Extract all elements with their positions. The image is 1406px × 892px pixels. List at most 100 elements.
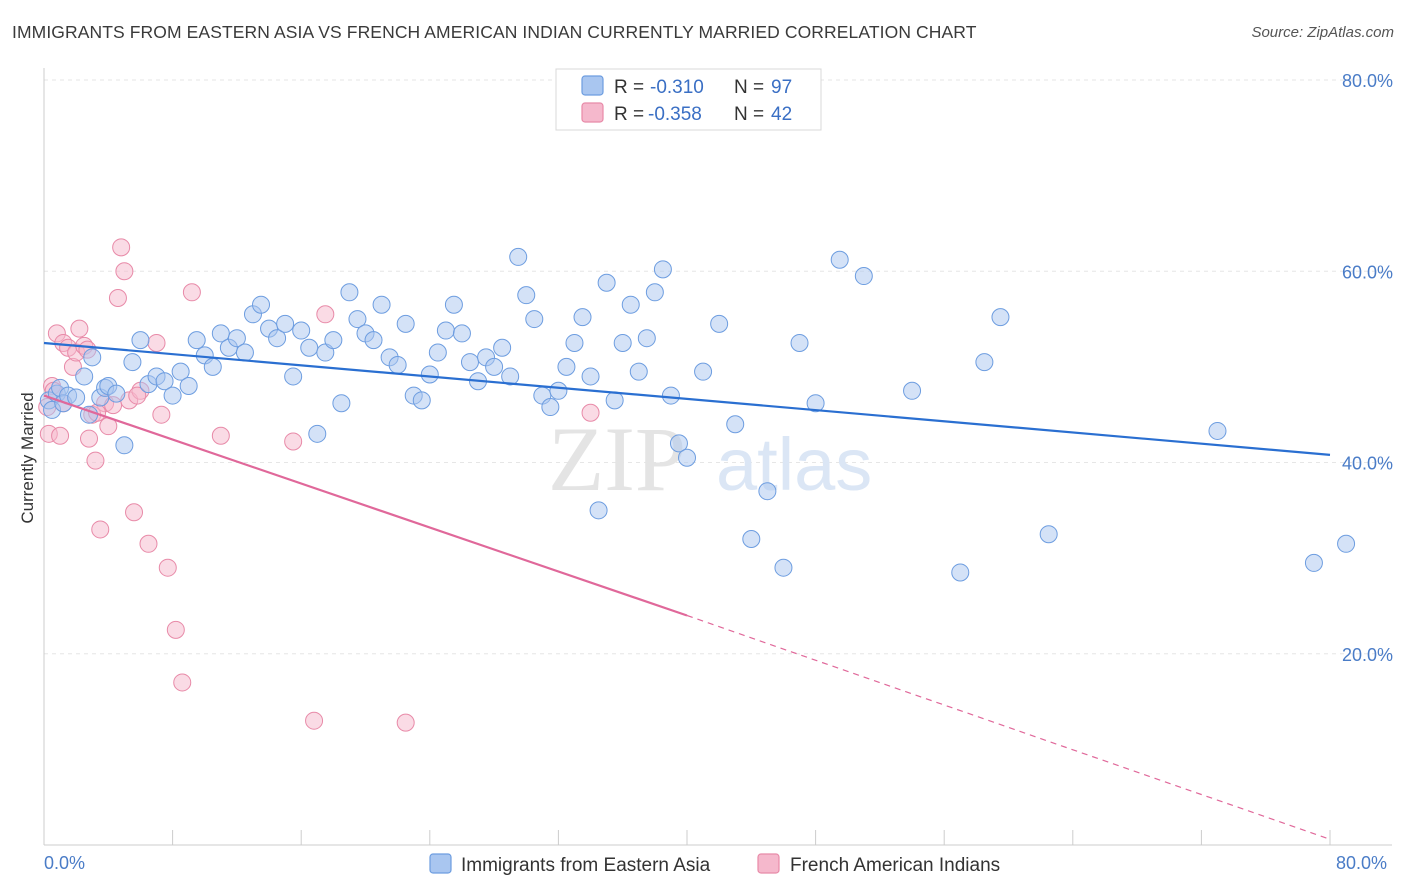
blue-point	[694, 362, 713, 381]
blue-point	[203, 357, 222, 376]
blue-point	[179, 377, 198, 395]
blue-point	[284, 367, 303, 386]
gridlines	[44, 79, 1392, 655]
blue-point	[557, 357, 576, 376]
blue-point	[300, 338, 319, 357]
y-tick-label-40: 40.0%	[1342, 454, 1393, 474]
blue-point	[332, 394, 351, 413]
blue-point	[790, 333, 809, 352]
blue-point	[573, 308, 592, 327]
blue-point	[726, 415, 745, 434]
bottom-legend-swatch-blue	[429, 853, 452, 874]
blue-point	[565, 333, 584, 352]
blue-point	[452, 324, 471, 343]
blue-point	[324, 331, 343, 350]
bottom-legend-swatch-pink	[757, 853, 780, 874]
source-label: Source: ZipAtlas.com	[1251, 24, 1394, 41]
pink-trend-line-extension	[686, 614, 1331, 840]
pink-point	[211, 426, 230, 445]
legend-n-value-pink: 42	[771, 104, 792, 125]
blue-point	[621, 295, 640, 314]
blue-point	[75, 367, 94, 386]
bottom-legend-label-pink: French American Indians	[790, 855, 1000, 876]
blue-point	[268, 329, 287, 348]
legend-r-label-blue: R =	[614, 77, 649, 98]
blue-point	[509, 247, 528, 266]
blue-series-points	[39, 247, 1356, 582]
pink-point	[305, 711, 324, 730]
legend-r-label-pink: R =	[614, 104, 649, 125]
x-tick-label-min: 0.0%	[44, 853, 85, 873]
blue-trend-line	[43, 341, 1331, 456]
pink-point	[128, 386, 147, 405]
blue-point	[163, 386, 182, 405]
blue-point	[854, 267, 873, 286]
pink-point	[91, 520, 110, 539]
blue-point	[903, 381, 922, 400]
blue-point	[436, 321, 455, 340]
pink-point	[158, 558, 177, 577]
blue-point	[187, 331, 206, 350]
x-tick-label-max: 80.0%	[1336, 853, 1387, 873]
pink-point	[316, 305, 335, 324]
y-tick-label-60: 60.0%	[1342, 262, 1393, 282]
blue-point	[710, 314, 729, 333]
blue-point	[1304, 553, 1323, 572]
bottom-legend: Immigrants from Eastern Asia French Amer…	[429, 853, 1000, 876]
blue-point	[653, 260, 672, 279]
blue-point	[669, 434, 688, 453]
pink-point	[173, 673, 192, 692]
blue-point	[292, 321, 311, 340]
watermark: ZIP atlas	[548, 408, 872, 510]
legend-n-label-blue: N =	[734, 77, 769, 98]
pink-point	[396, 713, 415, 732]
blue-point	[597, 273, 616, 292]
pink-trend-line	[43, 394, 688, 617]
pink-point	[147, 333, 166, 352]
blue-point	[444, 295, 463, 314]
blue-point	[155, 372, 174, 391]
legend-r-value-pink: -0.358	[648, 104, 702, 125]
y-tick-labels: 20.0% 40.0% 60.0% 80.0%	[1342, 71, 1393, 665]
blue-point	[661, 386, 680, 405]
blue-point	[541, 398, 560, 417]
blue-point	[388, 355, 407, 374]
blue-point	[975, 353, 994, 372]
blue-point	[276, 314, 295, 333]
blue-point	[340, 283, 359, 302]
blue-point	[605, 391, 624, 410]
blue-point	[235, 343, 254, 362]
blue-point	[348, 310, 367, 329]
legend-box: R = -0.310 N = 97 R = -0.358 N = 42	[555, 68, 822, 131]
blue-point	[123, 353, 142, 372]
pink-point	[125, 503, 144, 522]
blue-point	[806, 394, 825, 413]
blue-point	[364, 331, 383, 350]
blue-point	[107, 384, 126, 403]
pink-point	[80, 429, 99, 448]
legend-n-label-pink: N =	[734, 104, 769, 125]
watermark-zip: ZIP	[548, 408, 686, 510]
blue-point	[951, 563, 970, 582]
blue-point	[742, 530, 761, 548]
blue-point	[645, 283, 664, 302]
pink-point	[152, 405, 171, 424]
blue-point	[613, 333, 632, 352]
blue-point	[678, 448, 696, 467]
blue-point	[637, 329, 656, 348]
blue-point	[1039, 525, 1058, 544]
trend-lines	[43, 341, 1331, 840]
blue-point	[991, 308, 1010, 327]
blue-point	[549, 381, 568, 400]
pink-point	[284, 432, 303, 451]
pink-point	[166, 620, 185, 639]
blue-point	[1337, 534, 1356, 553]
blue-point	[428, 343, 447, 362]
legend-swatch-pink	[581, 102, 604, 123]
blue-point	[581, 367, 600, 386]
pink-point	[70, 319, 89, 338]
blue-point	[501, 367, 520, 386]
pink-point	[139, 534, 158, 553]
x-tick-marks	[43, 830, 1331, 845]
